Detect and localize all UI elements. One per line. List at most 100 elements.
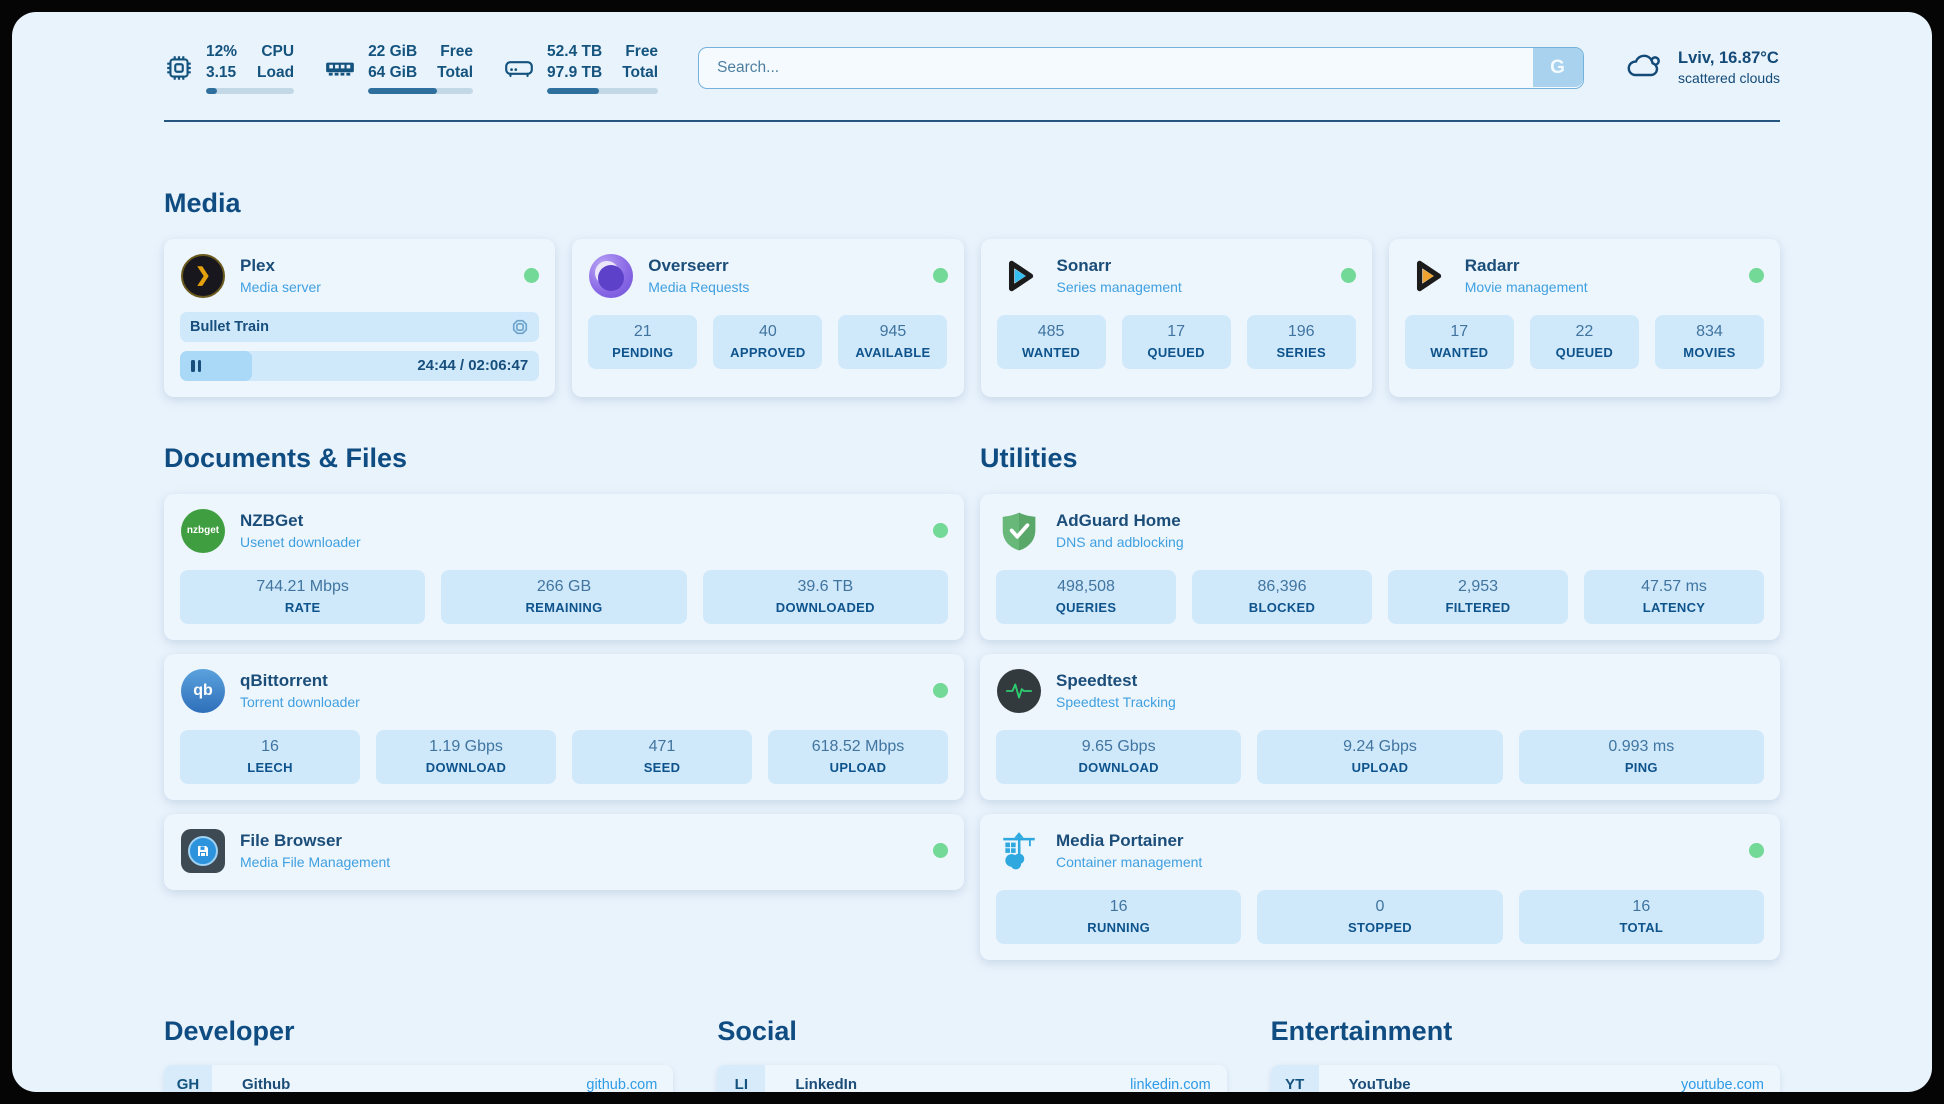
- filebrowser-icon: [180, 828, 226, 874]
- disk-total-label: Total: [622, 63, 659, 81]
- search-input[interactable]: [698, 46, 1585, 89]
- adguard-icon: [996, 508, 1042, 554]
- section-social: Social LI LinkedIn linkedin.com TW Twitt…: [717, 1015, 1227, 1092]
- app-title: Overseerr: [648, 256, 729, 276]
- card-overseerr[interactable]: Overseerr Media Requests 21 PENDING 40 A…: [572, 238, 964, 397]
- stat-downloaded: 39.6 TB DOWNLOADED: [702, 569, 948, 624]
- stat-rate: 744.21 Mbps RATE: [180, 569, 426, 624]
- link-youtube[interactable]: YT YouTube youtube.com: [1270, 1064, 1780, 1092]
- disk-free-value: 52.4 TB: [547, 43, 603, 60]
- header-divider: [164, 119, 1780, 122]
- stat-seed: 471 SEED: [572, 729, 752, 784]
- section-heading-documents: Documents & Files: [164, 442, 408, 473]
- status-dot: [524, 268, 540, 284]
- portainer-icon: [996, 828, 1042, 874]
- card-nzbget[interactable]: nzbget NZBGet Usenet downloader 744.21 M…: [164, 493, 964, 640]
- section-heading-media: Media: [164, 187, 241, 218]
- link-prefix: LI: [717, 1064, 766, 1092]
- card-filebrowser[interactable]: File Browser Media File Management: [164, 813, 964, 890]
- app-subtitle: Movie management: [1464, 279, 1588, 296]
- card-adguard[interactable]: AdGuard Home DNS and adblocking 498,508 …: [980, 493, 1780, 640]
- nzbget-icon: nzbget: [180, 508, 226, 554]
- app-subtitle: Usenet downloader: [240, 534, 361, 551]
- stat-wanted: 17 WANTED: [1404, 314, 1514, 369]
- section-developer: Developer GH Github github.com SO StackO…: [164, 1016, 674, 1092]
- card-qbittorrent[interactable]: qb qBittorrent Torrent downloader 16 LEE…: [164, 653, 964, 800]
- disk-free-label: Free: [625, 43, 659, 60]
- cpu-usage-value: 12%: [206, 43, 238, 60]
- app-subtitle: Speedtest Tracking: [1056, 694, 1176, 711]
- link-url[interactable]: linkedin.com: [1130, 1076, 1211, 1092]
- card-radarr[interactable]: Radarr Movie management 17 WANTED 22 QUE…: [1388, 238, 1780, 397]
- section-documents: Documents & Files nzbget NZBGet Usenet d…: [164, 443, 964, 960]
- app-title: Plex: [240, 256, 275, 276]
- stat-available: 945 AVAILABLE: [838, 314, 948, 369]
- app-subtitle: Container management: [1056, 854, 1203, 871]
- link-label: Github: [242, 1076, 291, 1092]
- disk-icon: [503, 53, 535, 83]
- qbittorrent-icon: qb: [180, 668, 226, 714]
- dashboard-page: 12% 3.15 CPU Load: [12, 12, 1932, 1092]
- card-sonarr[interactable]: Sonarr Series management 485 WANTED 17 Q…: [980, 238, 1372, 397]
- sonarr-icon: [997, 253, 1043, 299]
- app-subtitle: Media Requests: [648, 279, 750, 296]
- status-dot: [932, 268, 948, 284]
- link-prefix: GH: [164, 1064, 212, 1092]
- app-title: NZBGet: [240, 511, 304, 531]
- link-label: YouTube: [1348, 1076, 1411, 1092]
- weather-condition: scattered clouds: [1678, 70, 1780, 87]
- app-title: qBittorrent: [240, 671, 328, 691]
- playback-progress-bar[interactable]: 24:44 / 02:06:47: [180, 350, 540, 381]
- cpu-progress-bar: [206, 87, 295, 94]
- app-title: Speedtest: [1056, 671, 1138, 691]
- disk-progress-bar: [547, 87, 659, 94]
- app-subtitle: Series management: [1056, 279, 1182, 296]
- speedtest-icon: [996, 668, 1042, 714]
- stat-upload: 618.52 Mbps UPLOAD: [768, 729, 948, 784]
- stat-movies: 834 MOVIES: [1654, 314, 1764, 369]
- now-playing-row[interactable]: Bullet Train: [180, 311, 540, 342]
- section-heading-social: Social: [717, 1015, 797, 1046]
- top-bar: 12% 3.15 CPU Load: [164, 42, 1780, 94]
- stat-series: 196 SERIES: [1246, 314, 1356, 369]
- app-title: File Browser: [240, 831, 343, 851]
- playback-time: 24:44 / 02:06:47: [417, 357, 529, 375]
- app-subtitle: Media File Management: [240, 854, 391, 871]
- section-heading-utilities: Utilities: [980, 442, 1078, 473]
- app-subtitle: Torrent downloader: [240, 694, 360, 711]
- link-github[interactable]: GH Github github.com: [164, 1064, 674, 1092]
- app-subtitle: DNS and adblocking: [1056, 534, 1184, 551]
- section-utilities: Utilities AdGuard Home: [980, 443, 1780, 960]
- link-url[interactable]: youtube.com: [1680, 1076, 1764, 1092]
- status-dot: [933, 523, 948, 539]
- link-prefix: YT: [1270, 1064, 1319, 1092]
- cpu-load-label: Load: [257, 63, 295, 81]
- search-engine-button[interactable]: G: [1532, 48, 1583, 88]
- stat-approved: 40 APPROVED: [713, 314, 823, 369]
- disk-stat: 52.4 TB 97.9 TB Free Total: [503, 42, 659, 94]
- cpu-load-value: 3.15: [206, 63, 237, 81]
- stat-latency: 47.57 ms LATENCY: [1584, 569, 1764, 624]
- status-dot: [1340, 268, 1356, 284]
- app-title: Sonarr: [1056, 256, 1112, 276]
- card-speedtest[interactable]: Speedtest Speedtest Tracking 9.65 Gbps D…: [980, 653, 1780, 800]
- cpu-progress-fill: [206, 87, 217, 94]
- stat-ping: 0.993 ms PING: [1518, 729, 1764, 784]
- card-plex[interactable]: ❯ Plex Media server Bullet Train: [164, 238, 556, 397]
- ram-total-value: 64 GiB: [368, 63, 418, 81]
- gear-icon[interactable]: [511, 318, 529, 336]
- pause-icon[interactable]: [191, 359, 201, 372]
- stat-wanted: 485 WANTED: [996, 314, 1106, 369]
- stat-total: 16 TOTAL: [1518, 889, 1764, 944]
- stat-queued: 17 QUEUED: [1121, 314, 1231, 369]
- ram-icon: [324, 53, 356, 83]
- search-bar: G: [698, 46, 1585, 89]
- app-title: Radarr: [1464, 256, 1520, 276]
- stat-upload: 9.24 Gbps UPLOAD: [1257, 729, 1503, 784]
- radarr-icon: [1405, 253, 1451, 299]
- stat-running: 16 RUNNING: [996, 889, 1242, 944]
- link-url[interactable]: github.com: [586, 1076, 658, 1092]
- stat-remaining: 266 GB REMAINING: [441, 569, 687, 624]
- card-portainer[interactable]: Media Portainer Container management 16 …: [980, 813, 1780, 960]
- link-linkedin[interactable]: LI LinkedIn linkedin.com: [717, 1064, 1227, 1092]
